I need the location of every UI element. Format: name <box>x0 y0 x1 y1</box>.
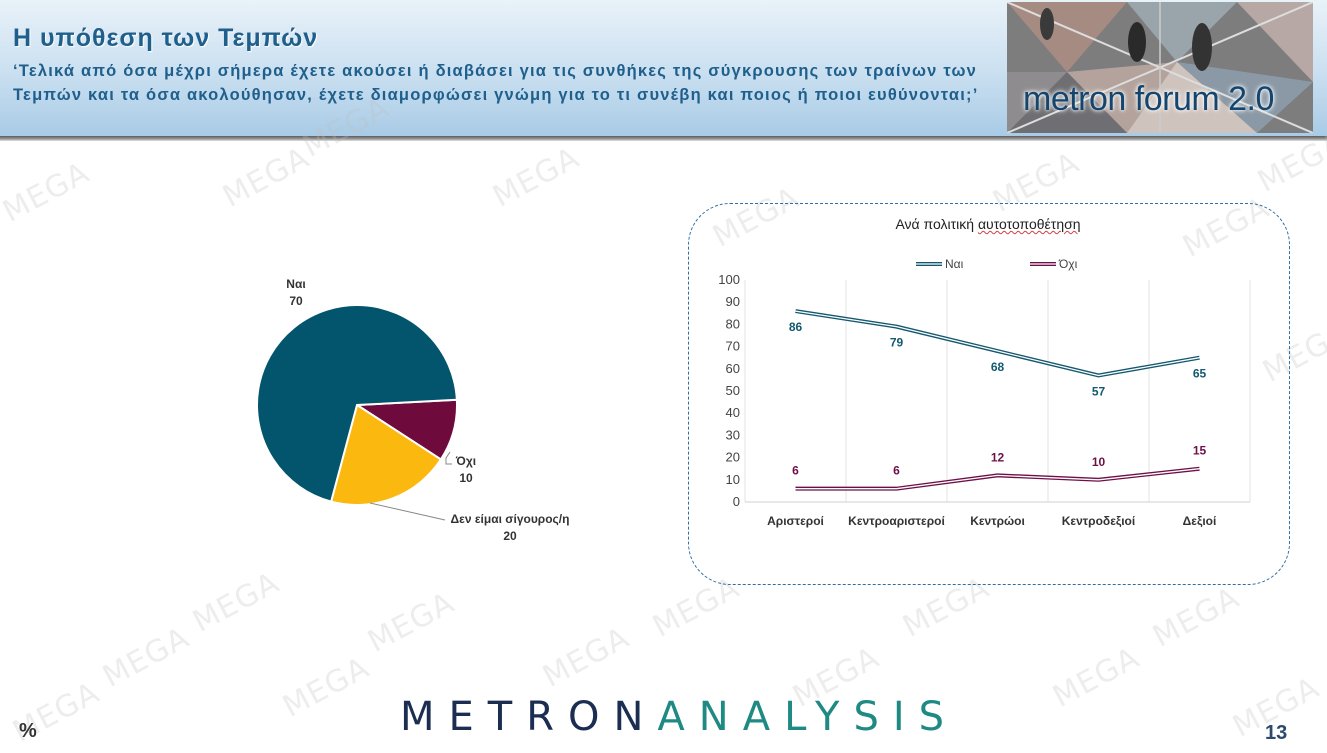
data-label: 86 <box>789 320 803 334</box>
x-tick-label: Κεντροαριστεροί <box>848 514 945 528</box>
pie-leader-line-unsure <box>369 502 446 521</box>
metron-analysis-logo: METRONANALYSIS <box>400 694 944 740</box>
logo-part-metron: METRON <box>400 694 658 740</box>
pie-label-no-name: Όχι <box>455 454 477 468</box>
pie-label-no-value: 10 <box>459 471 473 485</box>
data-label: 65 <box>1193 367 1207 381</box>
pie-label-unsure-name: Δεν είμαι σίγουρος/η <box>450 512 570 526</box>
data-label: 6 <box>792 464 799 478</box>
series-line-highlight <box>795 310 1200 377</box>
line-chart-title: Ανά πολιτική αυτοτοποθέτηση <box>688 216 1288 232</box>
data-label: 10 <box>1092 455 1106 469</box>
y-tick-label: 40 <box>726 405 740 420</box>
data-label: 12 <box>991 450 1005 464</box>
slide-title: Η υπόθεση των Τεμπών <box>13 24 319 52</box>
data-label: 15 <box>1193 444 1207 458</box>
pie-slice-unsure <box>329 403 443 506</box>
y-tick-label: 10 <box>726 472 740 487</box>
x-tick-label: Δεξιοί <box>1183 514 1217 528</box>
logo-background-photo <box>1007 2 1313 133</box>
series-line-no <box>795 466 1200 491</box>
survey-question: ‘Τελικά από όσα μέχρι σήμερα έχετε ακούσ… <box>13 62 979 104</box>
y-tick-label: 80 <box>726 316 740 331</box>
legend-label: Ναι <box>945 257 964 271</box>
data-label: 6 <box>893 464 900 478</box>
line-chart-title-text: Ανά πολιτική <box>895 216 978 232</box>
y-tick-label: 60 <box>726 361 740 376</box>
pie-slice-yes <box>256 304 458 503</box>
x-tick-label: Αριστεροί <box>767 514 824 528</box>
data-label: 57 <box>1092 384 1106 398</box>
x-tick-label: Κεντρώοι <box>970 514 1025 528</box>
data-label: 79 <box>890 336 904 350</box>
y-tick-label: 50 <box>726 383 740 398</box>
header-divider <box>0 136 1327 141</box>
pie-label-unsure: Δεν είμαι σίγουρος/η 20 <box>440 511 580 545</box>
y-tick-label: 70 <box>726 339 740 354</box>
line-chart-title-underlined: αυτοτοποθέτηση <box>977 216 1081 232</box>
data-label: 68 <box>991 360 1005 374</box>
pie-label-yes: Ναι 70 <box>276 276 316 310</box>
percent-symbol: % <box>19 720 37 742</box>
slide-header: Η υπόθεση των Τεμπών ‘Τελικά από όσα μέχ… <box>0 0 1327 136</box>
y-tick-label: 0 <box>733 494 740 509</box>
x-tick-label: Κεντροδεξιοί <box>1062 514 1135 528</box>
pie-leader-line-no <box>445 451 452 465</box>
pie-label-unsure-value: 20 <box>503 529 517 543</box>
y-tick-label: 90 <box>726 294 740 309</box>
logo-part-analysis: ANALYSIS <box>657 694 959 740</box>
pie-label-no: Όχι 10 <box>446 453 486 487</box>
y-tick-label: 20 <box>726 450 740 465</box>
line-chart-panel <box>688 203 1290 585</box>
metron-forum-logo: metron forum 2.0 <box>1007 2 1313 133</box>
logo-text: metron forum 2.0 <box>1023 80 1274 118</box>
y-tick-label: 30 <box>726 427 740 442</box>
pie-label-yes-name: Ναι <box>286 277 306 291</box>
series-line-highlight <box>795 468 1200 490</box>
pie-label-yes-value: 70 <box>289 294 303 308</box>
y-tick-label: 100 <box>718 272 740 287</box>
legend-label: Όχι <box>1058 257 1078 271</box>
page-number: 13 <box>1265 722 1288 744</box>
